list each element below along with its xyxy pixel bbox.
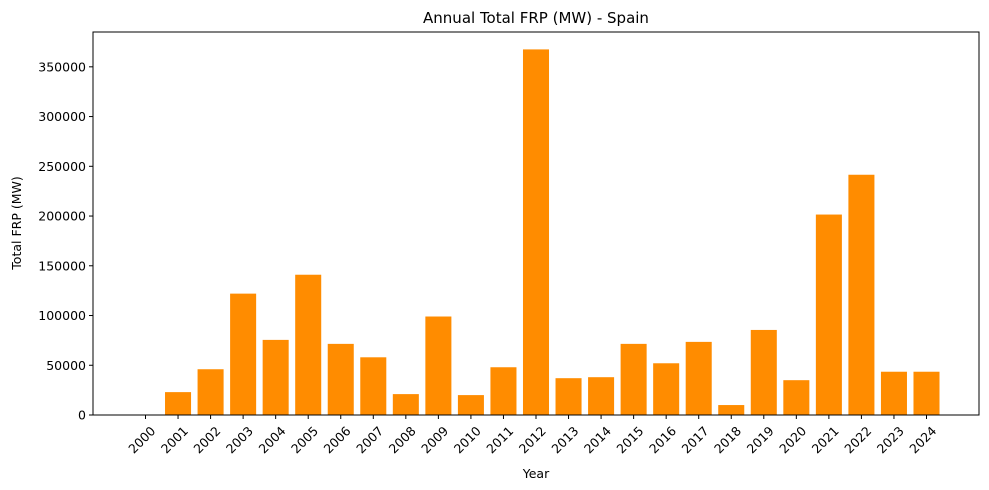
y-tick-label: 0 [78, 408, 86, 423]
x-tick-label: 2007 [353, 423, 386, 456]
x-tick-label: 2020 [776, 423, 809, 456]
x-tick-label: 2004 [255, 423, 288, 456]
y-tick-label: 250000 [38, 159, 86, 174]
chart-title: Annual Total FRP (MW) - Spain [423, 9, 649, 27]
bar-2006 [327, 343, 354, 415]
bar-2020 [783, 380, 810, 415]
bar-2012 [522, 49, 550, 415]
bar-2001 [165, 392, 192, 415]
y-tick-label: 200000 [38, 209, 86, 224]
x-tick-label: 2013 [548, 423, 581, 456]
bar-2003 [230, 293, 257, 415]
x-tick-label: 2011 [483, 423, 516, 456]
y-axis-title: Total FRP (MW) [9, 176, 24, 270]
x-axis: 2000 2001 2002 2003 2004 2005 2006 2007 2008 2009… [125, 415, 939, 456]
y-tick-label: 100000 [38, 308, 86, 323]
x-tick-label: 2015 [613, 423, 646, 456]
bar-2019 [750, 329, 777, 415]
x-tick-label: 2009 [418, 423, 451, 456]
x-tick-label: 2019 [744, 423, 777, 456]
bar-2016 [653, 363, 680, 415]
x-tick-label: 2024 [906, 423, 939, 456]
x-tick-label: 2001 [158, 423, 191, 456]
x-tick-label: 2016 [646, 423, 679, 456]
bar-2007 [360, 357, 387, 415]
x-tick-label: 2000 [125, 423, 158, 456]
x-tick-label: 2005 [288, 423, 321, 456]
x-tick-label: 2023 [874, 423, 907, 456]
y-tick-label: 300000 [38, 109, 86, 124]
bar-2015 [620, 343, 647, 415]
bar-2011 [490, 367, 517, 415]
bar-2009 [425, 316, 452, 415]
x-tick-label: 2017 [679, 423, 712, 456]
bar-2005 [295, 274, 322, 415]
bar-2018 [718, 405, 745, 415]
y-tick-label: 350000 [38, 59, 86, 74]
x-axis-title: Year [522, 466, 550, 481]
y-tick-label: 150000 [38, 258, 86, 273]
x-tick-label: 2010 [451, 423, 484, 456]
bar-2013 [555, 378, 582, 415]
x-tick-label: 2006 [321, 423, 354, 456]
bar-2008 [392, 394, 419, 415]
bar-2023 [880, 371, 907, 415]
y-tick-label: 50000 [46, 358, 86, 373]
x-tick-label: 2003 [223, 423, 256, 456]
bar-2024 [913, 371, 940, 415]
x-tick-label: 2008 [386, 423, 419, 456]
x-tick-label: 2002 [190, 423, 223, 456]
bar-2014 [588, 377, 615, 415]
bar-2021 [815, 214, 842, 415]
bar-2004 [262, 339, 289, 415]
bars-group [165, 49, 940, 415]
bar-2022 [848, 174, 875, 415]
bar-2017 [685, 341, 712, 415]
x-tick-label: 2018 [711, 423, 744, 456]
x-tick-label: 2022 [841, 423, 874, 456]
bar-2002 [197, 369, 224, 415]
y-axis: 0 50000 100000 150000 200000 250000 300000 3500… [38, 59, 93, 423]
x-tick-label: 2012 [516, 423, 549, 456]
x-tick-label: 2021 [809, 423, 842, 456]
x-tick-label: 2014 [581, 423, 614, 456]
bar-2010 [457, 395, 484, 415]
